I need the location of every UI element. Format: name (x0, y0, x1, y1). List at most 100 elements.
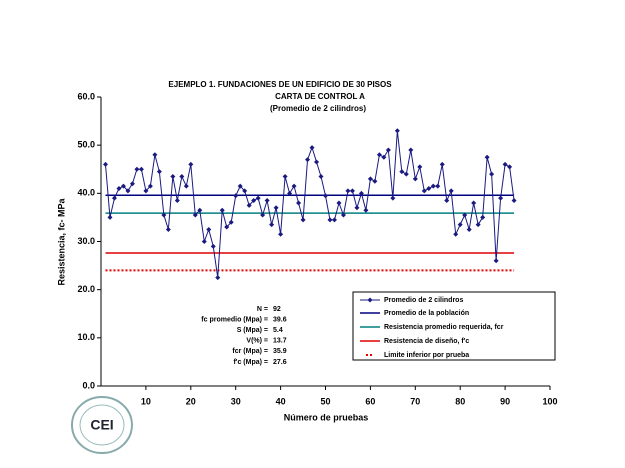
data-point (475, 222, 481, 228)
data-point (318, 173, 324, 179)
data-point (498, 195, 504, 201)
stat-value: 39.6 (273, 316, 287, 323)
data-point (421, 188, 427, 194)
data-point (215, 275, 221, 281)
data-point (273, 205, 279, 211)
data-point (412, 176, 418, 182)
data-point (102, 161, 108, 167)
x-tick-label: 20 (186, 396, 196, 406)
data-point (260, 212, 266, 218)
stat-value: 35.9 (273, 348, 287, 355)
chart-title: EJEMPLO 1. FUNDACIONES DE UN EDIFICIO DE… (168, 80, 392, 89)
data-point (161, 212, 167, 218)
data-point (129, 181, 135, 187)
x-tick-label: 90 (500, 396, 510, 406)
data-point (125, 188, 131, 194)
data-point (138, 166, 144, 172)
x-tick-label: 40 (276, 396, 286, 406)
stat-value: 27.6 (273, 359, 287, 366)
legend-label: Promedio de 2 cilindros (384, 297, 463, 304)
legend-label: Resistencia de diseño, f'c (384, 338, 469, 345)
logo-ring (79, 404, 125, 446)
stat-value: 5.4 (273, 327, 283, 334)
data-point (170, 173, 176, 179)
data-point (430, 183, 436, 189)
data-point (111, 195, 117, 201)
logo-ring (71, 396, 133, 454)
data-point (435, 183, 441, 189)
data-point (210, 243, 216, 249)
legend-box (352, 291, 556, 361)
data-point (143, 188, 149, 194)
data-line (104, 130, 515, 278)
stat-value: 92 (273, 306, 281, 313)
data-point (201, 239, 207, 244)
stat-label: f'c (Mpa) = (233, 359, 268, 366)
data-point (331, 217, 337, 223)
stat-label: N = (257, 306, 268, 313)
data-point (282, 173, 288, 179)
data-point (183, 183, 189, 189)
data-point (367, 176, 373, 182)
x-tick-label: 70 (410, 396, 420, 406)
y-tick-label: 40.0 (77, 188, 95, 198)
data-point (453, 231, 459, 237)
data-point (345, 188, 351, 194)
data-point (219, 207, 225, 213)
data-point (448, 188, 454, 194)
data-point (300, 217, 306, 223)
data-point (471, 200, 477, 206)
data-point (403, 171, 409, 177)
data-point (233, 193, 239, 199)
data-point (179, 173, 185, 179)
data-point (224, 224, 230, 230)
stat-label: V(%) = (246, 338, 268, 345)
x-tick-label: 80 (455, 396, 465, 406)
data-point (462, 212, 468, 218)
data-point (107, 214, 113, 220)
y-tick-label: 30.0 (77, 236, 95, 246)
chart-subtitle: (Promedio de 2 cilindros) (270, 104, 366, 113)
x-tick-label: 60 (365, 396, 375, 406)
data-point (381, 154, 387, 160)
data-point (457, 222, 463, 228)
data-point (116, 186, 122, 192)
x-axis-label: Número de pruebas (284, 412, 369, 422)
stat-label: fcr (Mpa) = (232, 348, 268, 355)
stat-label: S (Mpa) = (237, 327, 268, 334)
data-point (327, 217, 333, 223)
data-point (309, 145, 315, 151)
data-point (376, 152, 382, 158)
data-point (399, 169, 405, 175)
data-point (147, 183, 153, 189)
legend-label: Promedio de la población (384, 310, 469, 317)
data-point (237, 183, 243, 189)
data-point (251, 198, 257, 204)
x-tick-label: 10 (141, 396, 151, 406)
data-point (408, 147, 414, 153)
data-point (390, 195, 396, 201)
data-point (152, 152, 158, 158)
data-point (394, 128, 400, 134)
data-point (120, 183, 126, 189)
data-point (502, 161, 508, 167)
legend-label: Limite inferior por prueba (384, 352, 469, 359)
data-point (444, 198, 450, 204)
data-point (349, 188, 355, 194)
data-point (242, 188, 248, 194)
y-tick-label: 0.0 (82, 380, 95, 390)
x-tick-label: 100 (542, 396, 557, 406)
x-tick-label: 30 (231, 396, 241, 406)
data-point (174, 198, 180, 204)
stat-value: 13.7 (273, 338, 287, 345)
y-axis-label: Resistencia, fc- MPa (56, 197, 66, 285)
data-point (278, 231, 284, 237)
y-tick-label: 60.0 (77, 91, 95, 101)
legend-marker (367, 297, 373, 303)
data-point (228, 219, 234, 225)
data-point (372, 178, 378, 184)
data-point (206, 226, 212, 232)
data-point (287, 190, 293, 196)
data-point (358, 190, 364, 196)
